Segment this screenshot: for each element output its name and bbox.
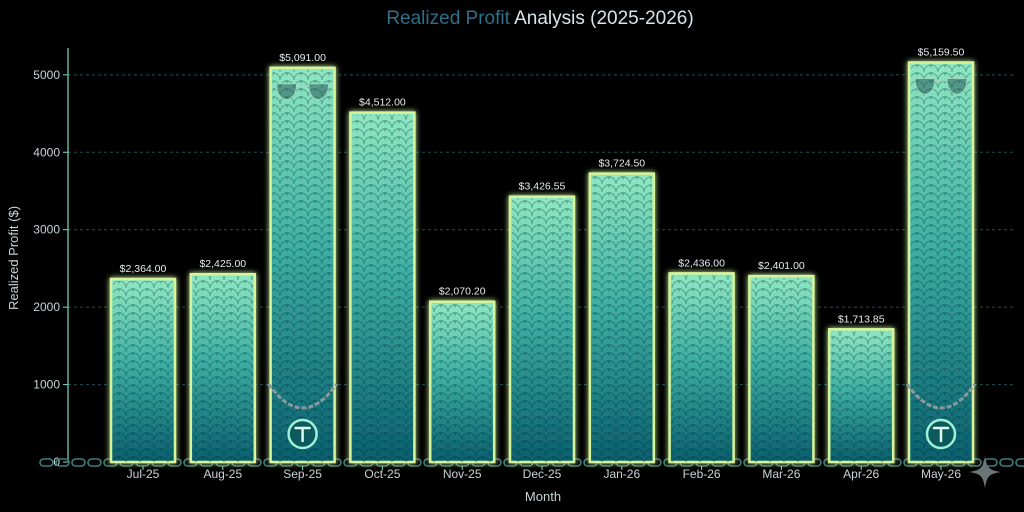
highlight-sep-25 [267, 83, 338, 450]
bar-texture [272, 69, 333, 463]
pendant-logo-icon [925, 418, 957, 450]
data-label: $5,091.00 [279, 52, 326, 64]
sunglasses-icon [276, 83, 330, 101]
sunglasses-icon [914, 77, 968, 96]
sparkle-icon [969, 456, 1001, 488]
chain-icon [905, 383, 977, 410]
data-label: $2,401.00 [758, 260, 805, 272]
bar-mar-26 [748, 274, 815, 464]
bar-texture [352, 114, 413, 462]
bar-texture [671, 275, 732, 462]
chart-title: Realized Profit Analysis (2025-2026) [386, 8, 693, 29]
bar-jan-26 [588, 172, 656, 464]
data-label: $3,724.50 [598, 158, 645, 170]
data-label: $2,425.00 [199, 258, 246, 270]
data-label: $5,159.50 [918, 46, 965, 58]
bar-may-26 [907, 61, 975, 464]
data-label: $4,512.00 [359, 97, 406, 109]
y-axis-label: Realized Profit ($) [6, 206, 21, 310]
y-tick-label: 4000 [33, 145, 60, 159]
x-tick-label: May-26 [921, 467, 961, 481]
bar-aug-25 [189, 272, 257, 464]
data-label: $2,364.00 [120, 263, 167, 275]
bar-texture [591, 175, 652, 462]
data-label: $2,436.00 [678, 257, 725, 269]
bar-texture [751, 278, 812, 462]
y-tick-label: 1000 [33, 378, 60, 392]
x-tick-label: Jan-26 [603, 467, 640, 481]
x-tick-label: Jul-25 [127, 467, 160, 481]
highlight-decorations [267, 77, 977, 450]
bar-oct-25 [349, 111, 416, 464]
bar-jul-25 [109, 277, 177, 464]
x-axis-label: Month [525, 489, 561, 504]
data-label: $1,713.85 [838, 313, 885, 325]
x-tick-label: Oct-25 [364, 467, 400, 481]
y-tick-label: 5000 [33, 68, 60, 82]
y-tick-label: 3000 [33, 223, 60, 237]
y-tick-label: 2000 [33, 300, 60, 314]
bar-sep-25 [269, 66, 336, 464]
x-tick-label: Feb-26 [683, 467, 721, 481]
x-tick-label: Dec-25 [523, 467, 562, 481]
bar-texture [432, 303, 493, 462]
highlight-may-26 [905, 77, 977, 450]
x-tick-label: Aug-25 [203, 467, 242, 481]
pendant-logo-icon [287, 418, 318, 450]
bars [109, 61, 975, 464]
data-label: $2,070.20 [439, 286, 486, 298]
bar-texture [192, 276, 253, 462]
bar-texture [831, 331, 892, 462]
x-tick-label: Mar-26 [762, 467, 800, 481]
data-label: $3,426.55 [519, 181, 566, 193]
bar-nov-25 [428, 300, 496, 464]
chain-icon [267, 383, 338, 410]
bar-texture [113, 280, 173, 462]
bar-texture [911, 64, 971, 462]
data-labels: $2,364.00 $2,425.00 $5,091.00 $4,512.00 $2,0… [120, 46, 965, 325]
bar-texture [512, 198, 572, 462]
x-tick-label: Sep-25 [283, 467, 322, 481]
bar-apr-26 [827, 328, 895, 464]
x-tick-label: Apr-26 [843, 467, 879, 481]
bar-dec-25 [508, 195, 576, 464]
bar-feb-26 [668, 272, 735, 464]
x-tick-label: Nov-25 [443, 467, 482, 481]
